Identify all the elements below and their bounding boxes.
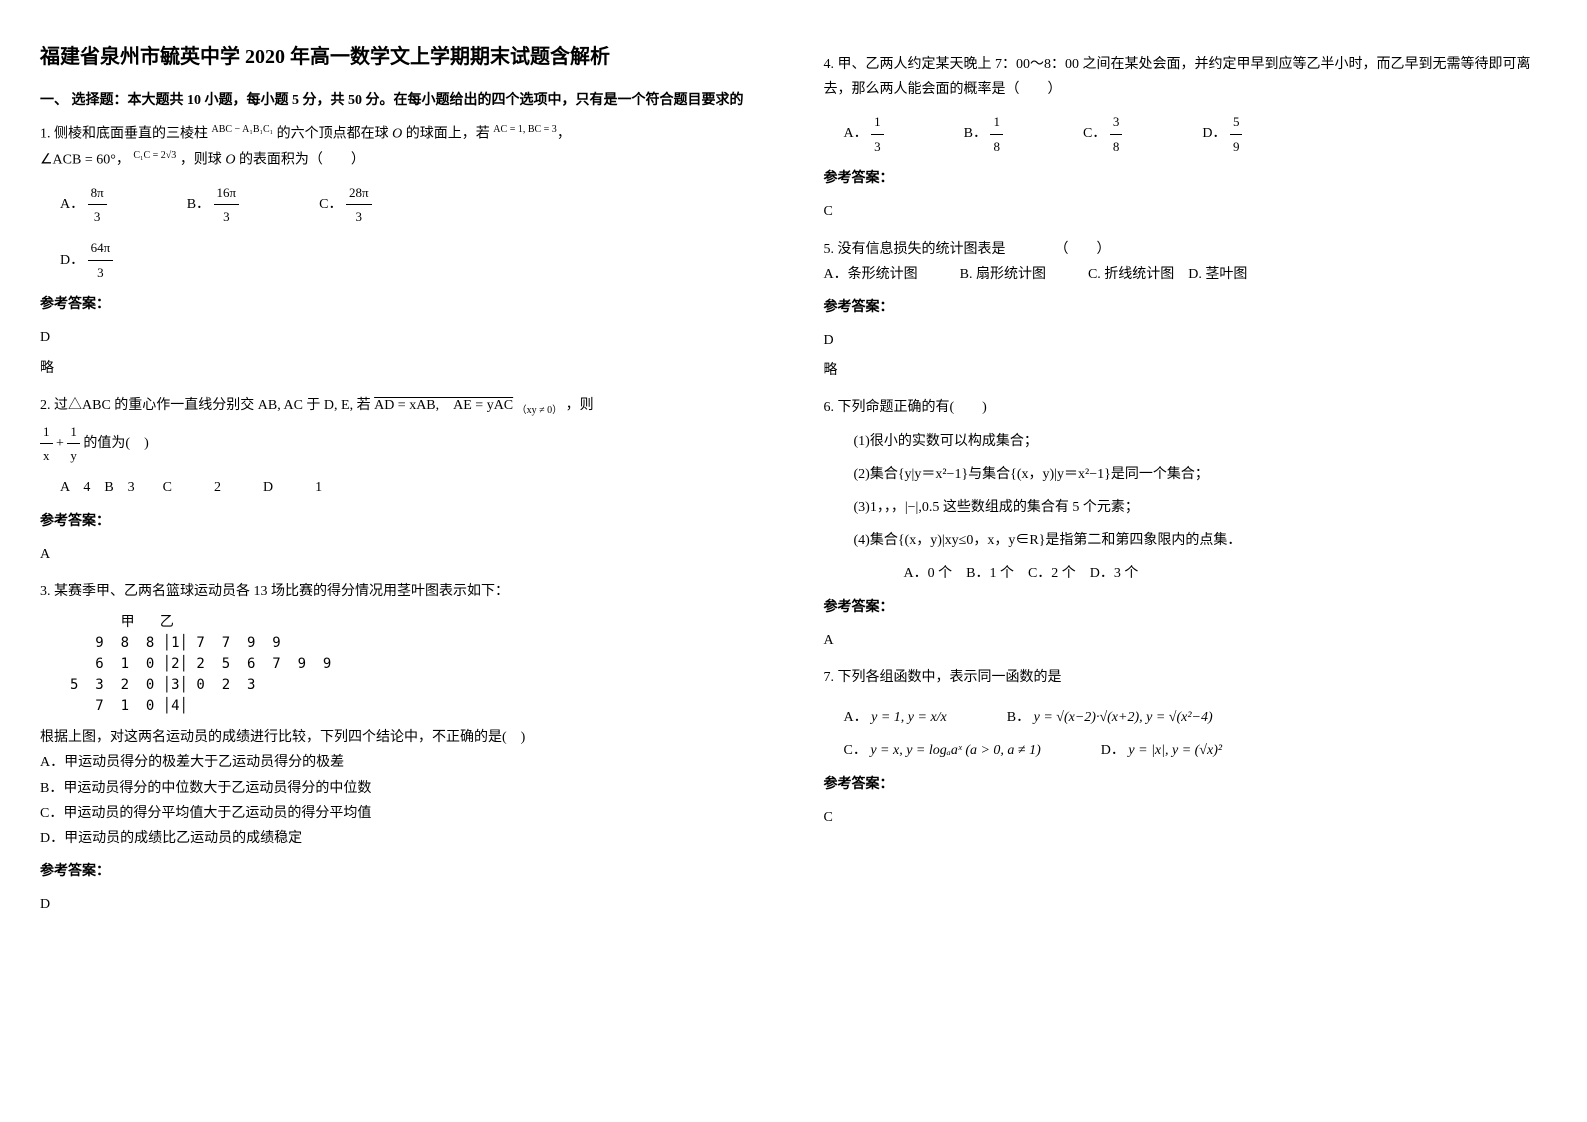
- q2-answer-header: 参考答案：: [40, 509, 764, 534]
- q1-options: A． 8π3 B． 16π3 C． 28π3: [60, 181, 764, 229]
- q3-opt-c: C．甲运动员的得分平均值大于乙运动员的得分平均值: [40, 801, 764, 826]
- q7-opt-c: C． y = x, y = logₐaˣ (a > 0, a ≠ 1): [844, 738, 1041, 763]
- q2-options: A 4 B 3 C 2 D 1: [60, 475, 764, 500]
- q7-answer: C: [824, 805, 1548, 830]
- q2-answer: A: [40, 542, 764, 567]
- q5-answer-header: 参考答案：: [824, 295, 1548, 320]
- question-4: 4. 甲、乙两人约定某天晚上 7：00～8：00 之间在某处会面，并约定甲早到应…: [824, 52, 1548, 225]
- q3-opt-a: A．甲运动员得分的极差大于乙运动员得分的极差: [40, 750, 764, 775]
- q4-answer: C: [824, 199, 1548, 224]
- q1-math3: AC = 1, BC = 3: [493, 124, 557, 135]
- q6-s1: (1)很小的实数可以构成集合；: [854, 429, 1548, 454]
- q1-opt-b: B． 16π3: [187, 181, 239, 229]
- q3-stem: 3. 某赛季甲、乙两名篮球运动员各 13 场比赛的得分情况用茎叶图表示如下：: [40, 579, 764, 604]
- section-header-1: 一、 选择题：本大题共 10 小题，每小题 5 分，共 50 分。在每小题给出的…: [40, 89, 764, 109]
- q1-math1: ABC − A₁B₁C₁: [212, 124, 274, 135]
- q7-options-row2: C． y = x, y = logₐaˣ (a > 0, a ≠ 1) D． y…: [844, 738, 1548, 763]
- q2-stem-b: ，则: [566, 398, 594, 413]
- q1-math4: C₁C = 2√3: [133, 150, 176, 161]
- q3-stem-leaf: 甲 乙 9 8 8 │1│ 7 7 9 9 6 1 0 │2│ 2 5 6 7 …: [70, 612, 764, 717]
- q1-math2: O: [392, 127, 402, 142]
- q5-answer-note: 略: [824, 358, 1548, 383]
- q6-stem: 6. 下列命题正确的有( ): [824, 395, 1548, 420]
- q7-options-row1: A． y = 1, y = x/x B． y = √(x−2)·√(x+2), …: [844, 705, 1548, 730]
- q6-s3: (3)1，，，|−|,0.5 这些数组成的集合有 5 个元素；: [854, 495, 1548, 520]
- q7-opt-b: B． y = √(x−2)·√(x+2), y = √(x²−4): [1007, 705, 1213, 730]
- q1-stem-d: ∠ACB = 60°: [40, 153, 116, 168]
- question-7: 7. 下列各组函数中，表示同一函数的是 A． y = 1, y = x/x B．…: [824, 665, 1548, 830]
- q7-answer-header: 参考答案：: [824, 772, 1548, 797]
- q4-options: A． 13 B． 18 C． 38 D． 59: [844, 110, 1548, 158]
- q6-s4: (4)集合{(x，y)|xy≤0，x，y∈R}是指第二和第四象限内的点集．: [854, 528, 1548, 553]
- q5-stem: 5. 没有信息损失的统计图表是 （ ）: [824, 237, 1548, 262]
- q1-stem-b: 的六个顶点都在球: [277, 127, 389, 142]
- q5-options: A．条形统计图 B. 扇形统计图 C. 折线统计图 D. 茎叶图: [824, 262, 1548, 287]
- q1-answer-note: 略: [40, 356, 764, 381]
- question-5: 5. 没有信息损失的统计图表是 （ ） A．条形统计图 B. 扇形统计图 C. …: [824, 237, 1548, 384]
- q1-answer: D: [40, 325, 764, 350]
- q1-opt-a: A． 8π3: [60, 181, 107, 229]
- page-container: 福建省泉州市毓英中学 2020 年高一数学文上学期期末试题含解析 一、 选择题：…: [40, 40, 1547, 929]
- q1-opt-d: D． 64π3: [60, 253, 113, 268]
- q7-opt-a: A． y = 1, y = x/x: [844, 705, 947, 730]
- q1-stem-c: 的球面上，若: [406, 127, 490, 142]
- q7-opt-d: D． y = |x|, y = (√x)²: [1101, 738, 1222, 763]
- q1-opt-c: C． 28π3: [319, 181, 371, 229]
- q6-answer-header: 参考答案：: [824, 595, 1548, 620]
- q2-math2: （xy ≠ 0）: [517, 405, 563, 416]
- q3-answer-header: 参考答案：: [40, 859, 764, 884]
- question-1: 1. 侧棱和底面垂直的三棱柱 ABC − A₁B₁C₁ 的六个顶点都在球 O 的…: [40, 121, 764, 381]
- q1-stem-e: ，则球: [180, 153, 222, 168]
- q2-stem-a: 2. 过△ABC 的重心作一直线分别交 AB, AC 于 D, E, 若: [40, 398, 371, 413]
- q3-answer: D: [40, 892, 764, 917]
- right-column: 4. 甲、乙两人约定某天晚上 7：00～8：00 之间在某处会面，并约定甲早到应…: [824, 40, 1548, 929]
- q3-opt-d: D．甲运动员的成绩比乙运动员的成绩稳定: [40, 826, 764, 851]
- question-3: 3. 某赛季甲、乙两名篮球运动员各 13 场比赛的得分情况用茎叶图表示如下： 甲…: [40, 579, 764, 918]
- q4-stem: 4. 甲、乙两人约定某天晚上 7：00～8：00 之间在某处会面，并约定甲早到应…: [824, 52, 1548, 102]
- q4-opt-d: D． 59: [1202, 110, 1242, 158]
- q2-stem-c: 的值为( ): [83, 436, 148, 451]
- q6-answer: A: [824, 628, 1548, 653]
- q4-answer-header: 参考答案：: [824, 166, 1548, 191]
- q4-opt-c: C． 38: [1083, 110, 1122, 158]
- q6-s2: (2)集合{y|y＝x²−1}与集合{(x，y)|y＝x²−1}是同一个集合；: [854, 462, 1548, 487]
- q3-stem2: 根据上图，对这两名运动员的成绩进行比较，下列四个结论中，不正确的是( ): [40, 725, 764, 750]
- q7-stem: 7. 下列各组函数中，表示同一函数的是: [824, 665, 1548, 690]
- page-title: 福建省泉州市毓英中学 2020 年高一数学文上学期期末试题含解析: [40, 40, 764, 69]
- left-column: 福建省泉州市毓英中学 2020 年高一数学文上学期期末试题含解析 一、 选择题：…: [40, 40, 764, 929]
- q1-stem-a: 1. 侧棱和底面垂直的三棱柱: [40, 127, 208, 142]
- q3-opt-b: B．甲运动员得分的中位数大于乙运动员得分的中位数: [40, 776, 764, 801]
- q1-stem-f: 的表面积为（ ）: [239, 153, 365, 168]
- q4-opt-b: B． 18: [964, 110, 1003, 158]
- q1-answer-header: 参考答案：: [40, 292, 764, 317]
- question-6: 6. 下列命题正确的有( ) (1)很小的实数可以构成集合； (2)集合{y|y…: [824, 395, 1548, 653]
- q1-opt-d-row: D． 64π3: [60, 236, 764, 284]
- q4-opt-a: A． 13: [844, 110, 884, 158]
- q6-options: A．0 个 B．1 个 C．2 个 D．3 个: [904, 561, 1548, 586]
- question-2: 2. 过△ABC 的重心作一直线分别交 AB, AC 于 D, E, 若 AD …: [40, 393, 764, 567]
- q2-math1: AD = xAB, AE = yAC: [374, 398, 513, 413]
- q5-answer: D: [824, 328, 1548, 353]
